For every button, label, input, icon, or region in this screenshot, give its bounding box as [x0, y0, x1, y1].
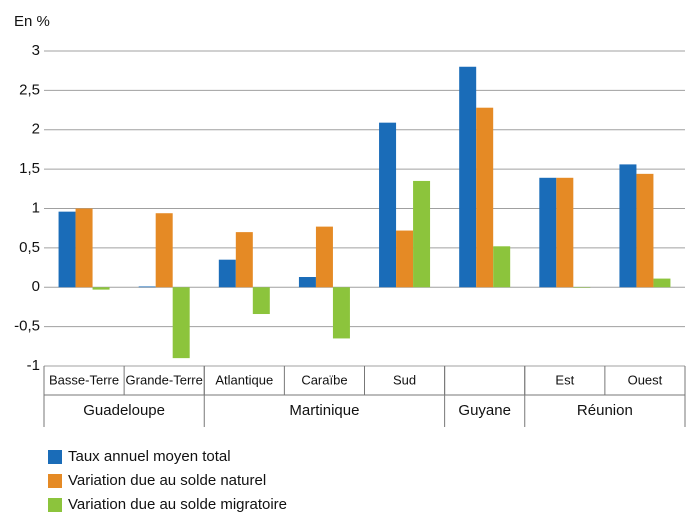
y-tick-label: 0: [32, 278, 40, 295]
bar: [332, 287, 350, 339]
legend-label: Variation due au solde naturel: [68, 472, 266, 489]
bar: [573, 287, 591, 288]
x-tick-label: Ouest: [628, 372, 663, 387]
x-tick-label: Est: [555, 372, 574, 387]
x-tick-label: Grande-Terre: [126, 372, 203, 387]
y-tick-label: 0,5: [19, 239, 40, 256]
y-tick-label: 2,5: [19, 81, 40, 98]
bar: [315, 226, 333, 288]
x-tick-label: Basse-Terre: [49, 372, 119, 387]
legend-label: Variation due au solde migratoire: [68, 496, 287, 513]
bar: [138, 286, 156, 288]
bar: [539, 177, 557, 288]
x-tick-label: Caraïbe: [301, 372, 347, 387]
x-tick-label: Sud: [393, 372, 416, 387]
y-tick-label: -0,5: [14, 318, 40, 335]
x-tick-label: Atlantique: [215, 372, 273, 387]
bar: [172, 287, 190, 359]
bar: [218, 259, 236, 288]
bar: [653, 278, 671, 288]
y-tick-label: -1: [27, 357, 40, 374]
bar: [92, 287, 110, 290]
bar: [235, 232, 253, 288]
bar: [379, 122, 397, 288]
y-tick-label: 1,5: [19, 160, 40, 177]
bar: [298, 277, 316, 288]
bar: [556, 177, 574, 288]
legend-swatch: [48, 450, 62, 464]
y-tick-label: 1: [32, 199, 40, 216]
bar: [636, 173, 654, 288]
bar: [493, 246, 511, 288]
bar: [413, 180, 431, 288]
legend-swatch: [48, 474, 62, 488]
group-label: Guyane: [458, 402, 511, 419]
bar: [58, 211, 76, 288]
bar: [619, 164, 637, 288]
bar: [252, 287, 270, 315]
y-tick-label: 2: [32, 121, 40, 138]
bar: [155, 213, 173, 288]
group-label: Guadeloupe: [83, 402, 165, 419]
y-tick-label: 3: [32, 42, 40, 59]
legend-label: Taux annuel moyen total: [68, 448, 231, 465]
bar: [476, 107, 494, 288]
legend-swatch: [48, 498, 62, 512]
y-axis-label: En %: [14, 13, 50, 30]
group-label: Réunion: [577, 402, 633, 419]
bar: [396, 230, 414, 288]
group-label: Martinique: [289, 402, 359, 419]
bar: [459, 66, 477, 288]
bar: [75, 208, 93, 288]
